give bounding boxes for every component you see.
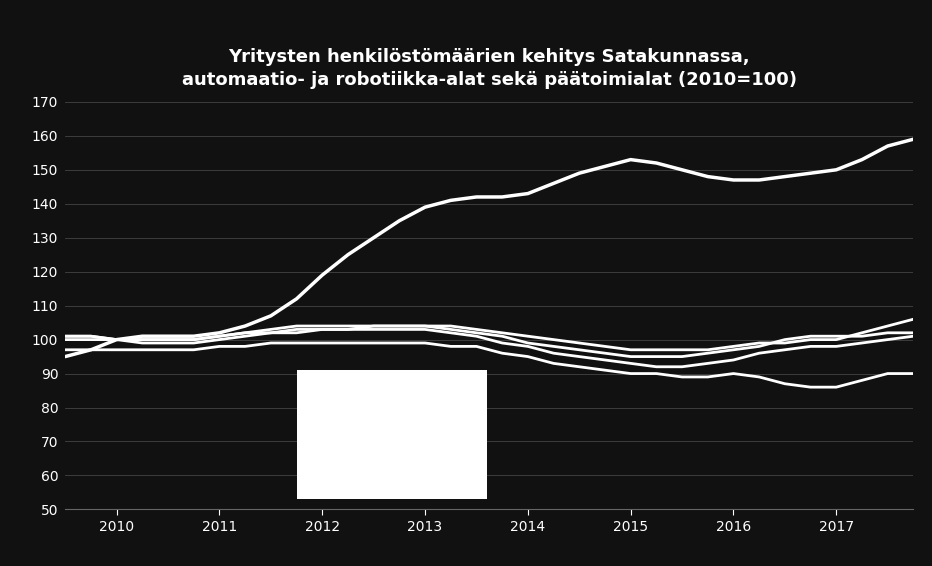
Title: Yritysten henkilöstömäärien kehitys Satakunnassa,
automaatio- ja robotiikka-alat: Yritysten henkilöstömäärien kehitys Sata… (182, 48, 797, 89)
Bar (296, 370, 487, 499)
